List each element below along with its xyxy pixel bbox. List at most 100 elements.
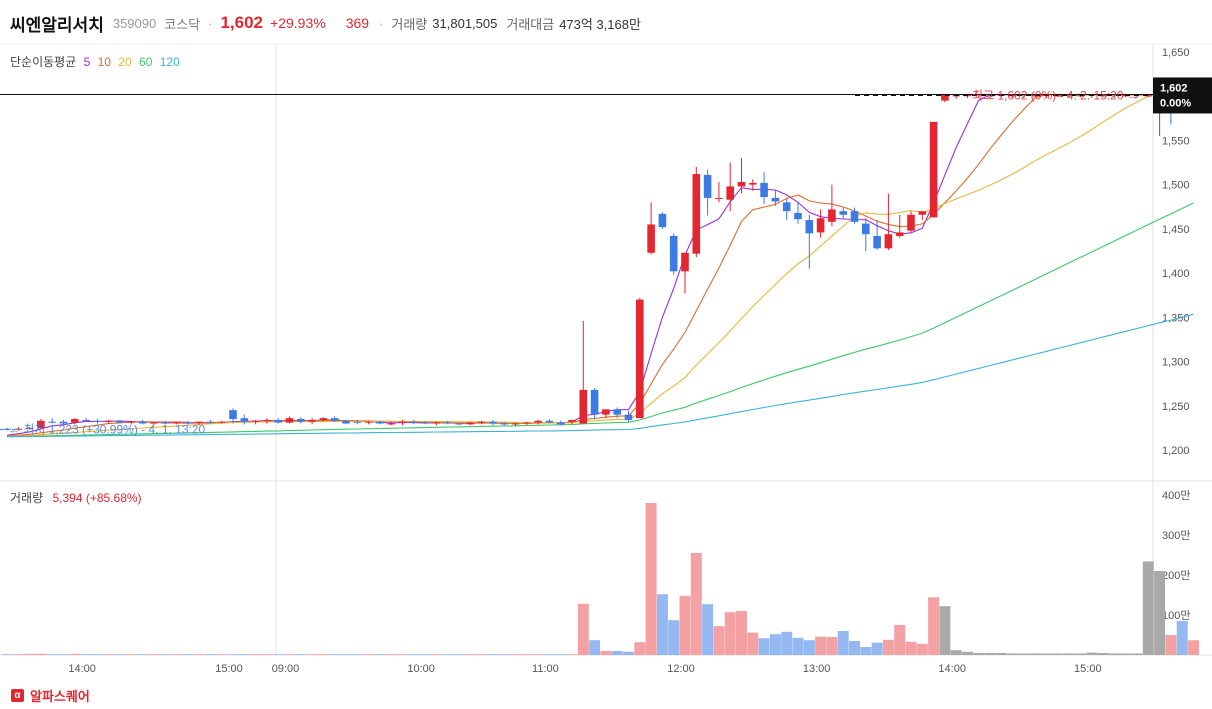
volume-bar xyxy=(408,654,420,655)
volume-bar xyxy=(781,631,793,655)
volume-bar xyxy=(769,634,781,655)
amount-value: 473억 3,168만 xyxy=(559,16,641,32)
price-badge-pct: 0.00% xyxy=(1160,97,1191,109)
candle-body xyxy=(884,234,893,249)
candle-body xyxy=(48,421,56,423)
candle-body xyxy=(624,414,633,420)
time-tick-label: 15:00 xyxy=(215,663,243,675)
time-tick-label: 14:00 xyxy=(68,663,96,675)
candle-body xyxy=(568,419,576,422)
volume-bar xyxy=(148,654,160,655)
time-tick-label: 10:00 xyxy=(407,663,435,675)
candle-body xyxy=(556,422,565,425)
volume-bar xyxy=(1086,652,1098,655)
time-tick-label: 11:00 xyxy=(532,663,559,675)
volume-bar xyxy=(713,626,725,655)
candle-body xyxy=(1144,95,1153,97)
volume-tick-label: 400만 xyxy=(1162,489,1190,502)
volume-bar xyxy=(724,612,736,655)
volume-bar xyxy=(238,654,250,655)
price-tick-label: 1,250 xyxy=(1162,401,1190,413)
ma-legend-label: 단순이동평균 xyxy=(10,55,77,69)
volume-bar xyxy=(962,651,973,655)
volume-bar xyxy=(555,654,567,655)
volume-bar xyxy=(668,620,680,655)
candle-body xyxy=(104,420,113,422)
candle-body xyxy=(850,211,859,222)
volume-bar xyxy=(1188,640,1199,655)
ma-5-label: 5 xyxy=(83,55,91,69)
candle-body xyxy=(330,418,339,421)
volume-bar xyxy=(882,639,894,655)
price-badge xyxy=(1153,77,1212,114)
stock-name[interactable]: 씨엔알리서치 xyxy=(10,15,104,35)
candle-body xyxy=(251,420,260,422)
candle-body xyxy=(319,418,328,420)
candle-body xyxy=(500,423,508,425)
candle-body xyxy=(59,421,68,424)
candle-body xyxy=(387,423,395,425)
candle-body xyxy=(726,186,734,200)
volume-bar xyxy=(363,654,375,655)
volume-bar xyxy=(46,654,58,655)
volume-value: 31,801,505 xyxy=(432,15,498,31)
ma-line-60 xyxy=(6,202,1194,438)
volume-bar xyxy=(453,654,465,655)
volume-bar xyxy=(137,654,149,655)
ma-legend[interactable]: 단순이동평균 5 10 20 60 120 xyxy=(10,53,184,70)
brand-logo[interactable]: α 알파스퀘어 xyxy=(11,686,90,705)
volume-bar xyxy=(12,654,24,655)
volume-bar xyxy=(1041,653,1053,655)
volume-bar xyxy=(690,553,702,655)
time-tick-label: 13:00 xyxy=(803,663,831,675)
candle-body xyxy=(195,421,203,424)
volume-bar xyxy=(1052,653,1064,655)
volume-bar xyxy=(849,641,860,655)
volume-bar xyxy=(1120,653,1132,655)
candle-body xyxy=(455,423,463,425)
separator: · xyxy=(208,15,213,31)
candle-body xyxy=(297,419,305,422)
candle-body xyxy=(873,235,881,249)
candle-body xyxy=(511,423,520,425)
volume-bar xyxy=(58,654,69,655)
volume-bar xyxy=(826,637,838,655)
candle-body xyxy=(308,419,316,422)
candle-body xyxy=(590,389,599,415)
stock-header: 씨엔알리서치 359090 코스닥 · 1,602 +29.93% 369 · … xyxy=(10,9,650,37)
volume-bar xyxy=(928,597,940,655)
candle-body xyxy=(285,418,294,423)
volume-bar xyxy=(792,637,804,655)
volume-bar xyxy=(871,642,883,655)
volume-bar xyxy=(1018,653,1030,655)
ma-line-5 xyxy=(6,94,1194,436)
volume-bar xyxy=(1007,653,1019,655)
change-rate: +29.93% xyxy=(270,15,326,31)
price-tick-label: 1,650 xyxy=(1162,47,1190,59)
volume-bar xyxy=(747,632,759,655)
alpha-logo-icon: α xyxy=(11,689,24,702)
price-tick-label: 1,500 xyxy=(1162,180,1190,192)
candle-body xyxy=(353,421,362,423)
volume-bar xyxy=(577,603,589,655)
candle-body xyxy=(907,214,915,231)
volume-legend-label: 거래량 xyxy=(10,491,44,505)
volume-bar xyxy=(24,653,36,655)
volume-bar xyxy=(1075,653,1086,655)
change-amount: 369 xyxy=(345,15,370,31)
volume-bar xyxy=(284,654,295,655)
volume-bar xyxy=(419,654,431,655)
volume-bar xyxy=(430,654,442,655)
volume-bar xyxy=(837,631,849,655)
high-annotation: 최고 1,602 (0%) - 4. 2. 15:20 → xyxy=(972,88,1139,102)
volume-bar xyxy=(532,654,544,655)
volume-bar xyxy=(1029,653,1041,655)
volume-bar xyxy=(589,640,601,655)
candle-body xyxy=(93,420,102,422)
volume-bar xyxy=(939,606,951,655)
ma-120-label: 120 xyxy=(159,55,180,69)
ma-10-label: 10 xyxy=(97,55,111,69)
candle-body xyxy=(82,419,90,421)
volume-legend[interactable]: 거래량 5,394 (+85.68%) xyxy=(10,489,142,506)
